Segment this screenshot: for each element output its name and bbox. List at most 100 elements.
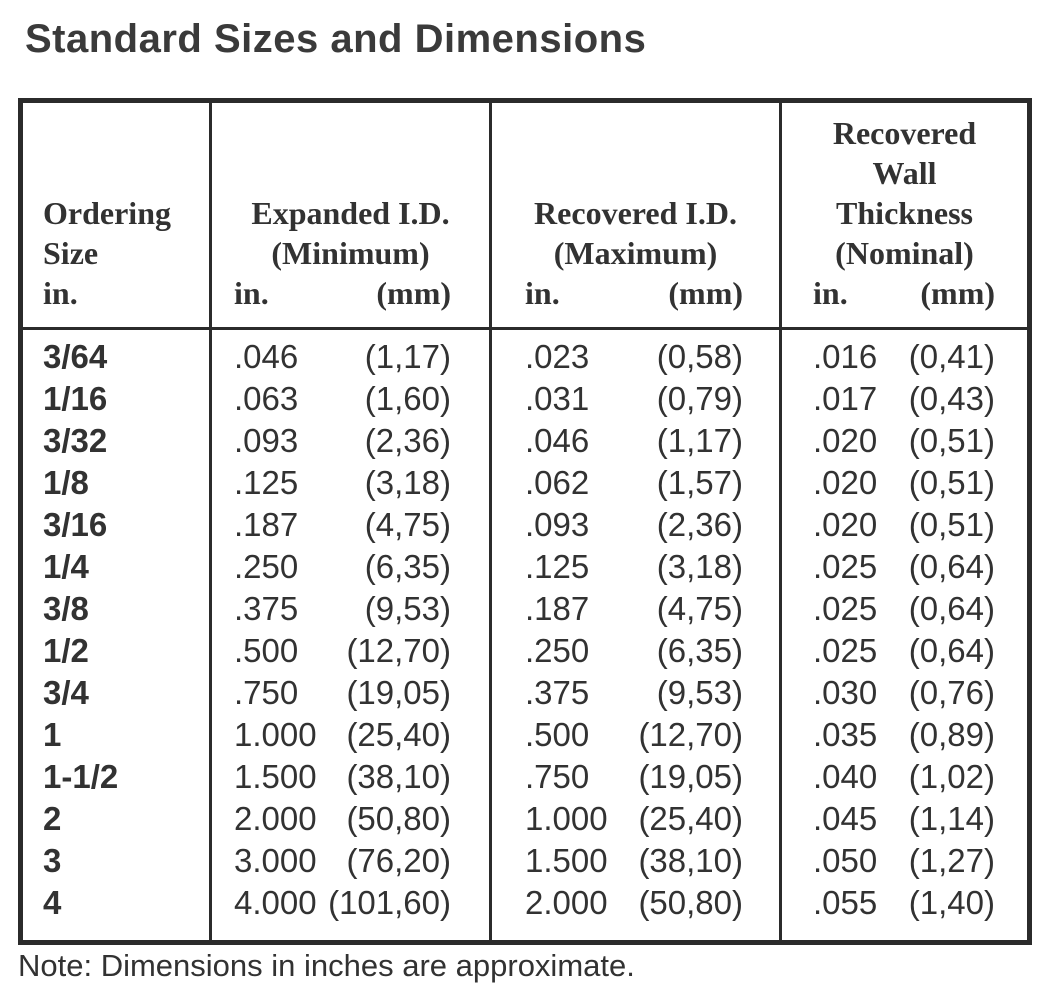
cell-text: .020 [813, 464, 878, 501]
ordering-size-cell: 1/2 [23, 630, 209, 672]
cell-text: 3/16 [43, 506, 108, 543]
cell-text: .031 [525, 380, 590, 417]
wall-cell: .020 (0,51) [782, 420, 1027, 462]
column-recovered-wall-thickness: Recovered Wall Thickness (Nominal) in. (… [779, 103, 1027, 940]
cell-text: 1/8 [43, 464, 89, 501]
header-line: Wall [872, 155, 937, 191]
cell-text: (6,35) [364, 548, 451, 585]
wall-cell: .025 (0,64) [782, 588, 1027, 630]
ordering-size-cell: 3/64 [23, 336, 209, 378]
cell-text: (0,43) [908, 380, 995, 417]
unit-mm-label: (mm) [920, 275, 995, 311]
expanded-cell: .250 (6,35) [212, 546, 489, 588]
cell-text: .062 [525, 464, 590, 501]
cell-text: (25,40) [346, 716, 451, 753]
ordering-size-cell: 1-1/2 [23, 756, 209, 798]
cell-text: (1,27) [908, 842, 995, 879]
ordering-size-cell: 1/16 [23, 378, 209, 420]
cell-text: (0,64) [908, 632, 995, 669]
cell-text: .045 [813, 800, 878, 837]
header-line: Recovered I.D. [534, 195, 737, 231]
page-title: Standard Sizes and Dimensions [25, 17, 647, 61]
unit-in-label: in. [43, 275, 78, 311]
cell-text: 1.000 [234, 716, 317, 753]
ordering-size-cell: 3/32 [23, 420, 209, 462]
unit-in-label: in. [234, 275, 269, 311]
recovered-cell: .046 (1,17) [492, 420, 779, 462]
cell-text: 1.500 [525, 842, 608, 879]
cell-text: (1,40) [908, 884, 995, 921]
ordering-size-cell: 3/4 [23, 672, 209, 714]
cell-text: .025 [813, 548, 878, 585]
recovered-cell: .031 (0,79) [492, 378, 779, 420]
expanded-cell: .500 (12,70) [212, 630, 489, 672]
sizes-table: Ordering Size in. 3/64 1/16 3/32 1/8 3/16 1/4… [18, 98, 1032, 945]
cell-text: 3/8 [43, 590, 89, 627]
wall-cell: .020 (0,51) [782, 462, 1027, 504]
recovered-cell: .125 (3,18) [492, 546, 779, 588]
expanded-cell: 1.000 (25,40) [212, 714, 489, 756]
cell-text: .093 [234, 422, 299, 459]
wall-cell: .040 (1,02) [782, 756, 1027, 798]
recovered-cell: 1.500 (38,10) [492, 840, 779, 882]
ordering-size-cell: 1/4 [23, 546, 209, 588]
cell-text: (25,40) [638, 800, 743, 837]
recovered-cell: .023 (0,58) [492, 336, 779, 378]
cell-text: (0,41) [908, 338, 995, 375]
cell-text: 3/4 [43, 674, 89, 711]
expanded-cell: .375 (9,53) [212, 588, 489, 630]
ordering-size-cell: 1 [23, 714, 209, 756]
unit-mm-label: (mm) [376, 275, 451, 311]
wall-cell: .016 (0,41) [782, 336, 1027, 378]
cell-text: (3,18) [656, 548, 743, 585]
cell-text: .250 [234, 548, 299, 585]
cell-text: 4 [43, 884, 62, 921]
cell-text: (38,10) [638, 842, 743, 879]
recovered-cell: .500 (12,70) [492, 714, 779, 756]
cell-text: 1.000 [525, 800, 608, 837]
cell-text: .500 [234, 632, 299, 669]
cell-text: .020 [813, 506, 878, 543]
cell-text: (38,10) [346, 758, 451, 795]
cell-text: .375 [525, 674, 590, 711]
cell-text: (1,57) [656, 464, 743, 501]
cell-text: .050 [813, 842, 878, 879]
cell-text: (12,70) [638, 716, 743, 753]
cell-text: .016 [813, 338, 878, 375]
column-expanded-id: Expanded I.D. (Minimum) in. (mm) .046 (1,… [209, 103, 489, 940]
recovered-cell: .062 (1,57) [492, 462, 779, 504]
expanded-cell: .046 (1,17) [212, 336, 489, 378]
expanded-cell: .063 (1,60) [212, 378, 489, 420]
column-header-recovered-wall-thickness: Recovered Wall Thickness (Nominal) in. (… [782, 103, 1027, 330]
cell-text: .055 [813, 884, 878, 921]
ordering-size-cell: 1/8 [23, 462, 209, 504]
header-line: Expanded I.D. [251, 195, 450, 231]
recovered-cell: .375 (9,53) [492, 672, 779, 714]
cell-text: .125 [525, 548, 590, 585]
cell-text: (4,75) [656, 590, 743, 627]
cell-text: (0,76) [908, 674, 995, 711]
header-line: Thickness [836, 195, 973, 231]
expanded-cell: .750 (19,05) [212, 672, 489, 714]
cell-text: 1/4 [43, 548, 89, 585]
recovered-cell: .187 (4,75) [492, 588, 779, 630]
cell-text: 1/16 [43, 380, 108, 417]
wall-cell: .017 (0,43) [782, 378, 1027, 420]
recovered-cell: 1.000 (25,40) [492, 798, 779, 840]
cell-text: .750 [234, 674, 299, 711]
cell-text: (0,79) [656, 380, 743, 417]
cell-text: 3 [43, 842, 62, 879]
cell-text: (1,17) [364, 338, 451, 375]
cell-text: 1 [43, 716, 62, 753]
cell-text: .020 [813, 422, 878, 459]
cell-text: .250 [525, 632, 590, 669]
cell-text: .125 [234, 464, 299, 501]
cell-text: .046 [234, 338, 299, 375]
cell-text: (9,53) [364, 590, 451, 627]
ordering-size-cells: 3/64 1/16 3/32 1/8 3/16 1/4 3/8 1/2 3/4 1 1-1/2 2 3 4 [23, 330, 209, 924]
cell-text: (2,36) [656, 506, 743, 543]
cell-text: (1,14) [908, 800, 995, 837]
cell-text: (2,36) [364, 422, 451, 459]
cell-text: (101,60) [328, 884, 451, 921]
cell-text: (12,70) [346, 632, 451, 669]
